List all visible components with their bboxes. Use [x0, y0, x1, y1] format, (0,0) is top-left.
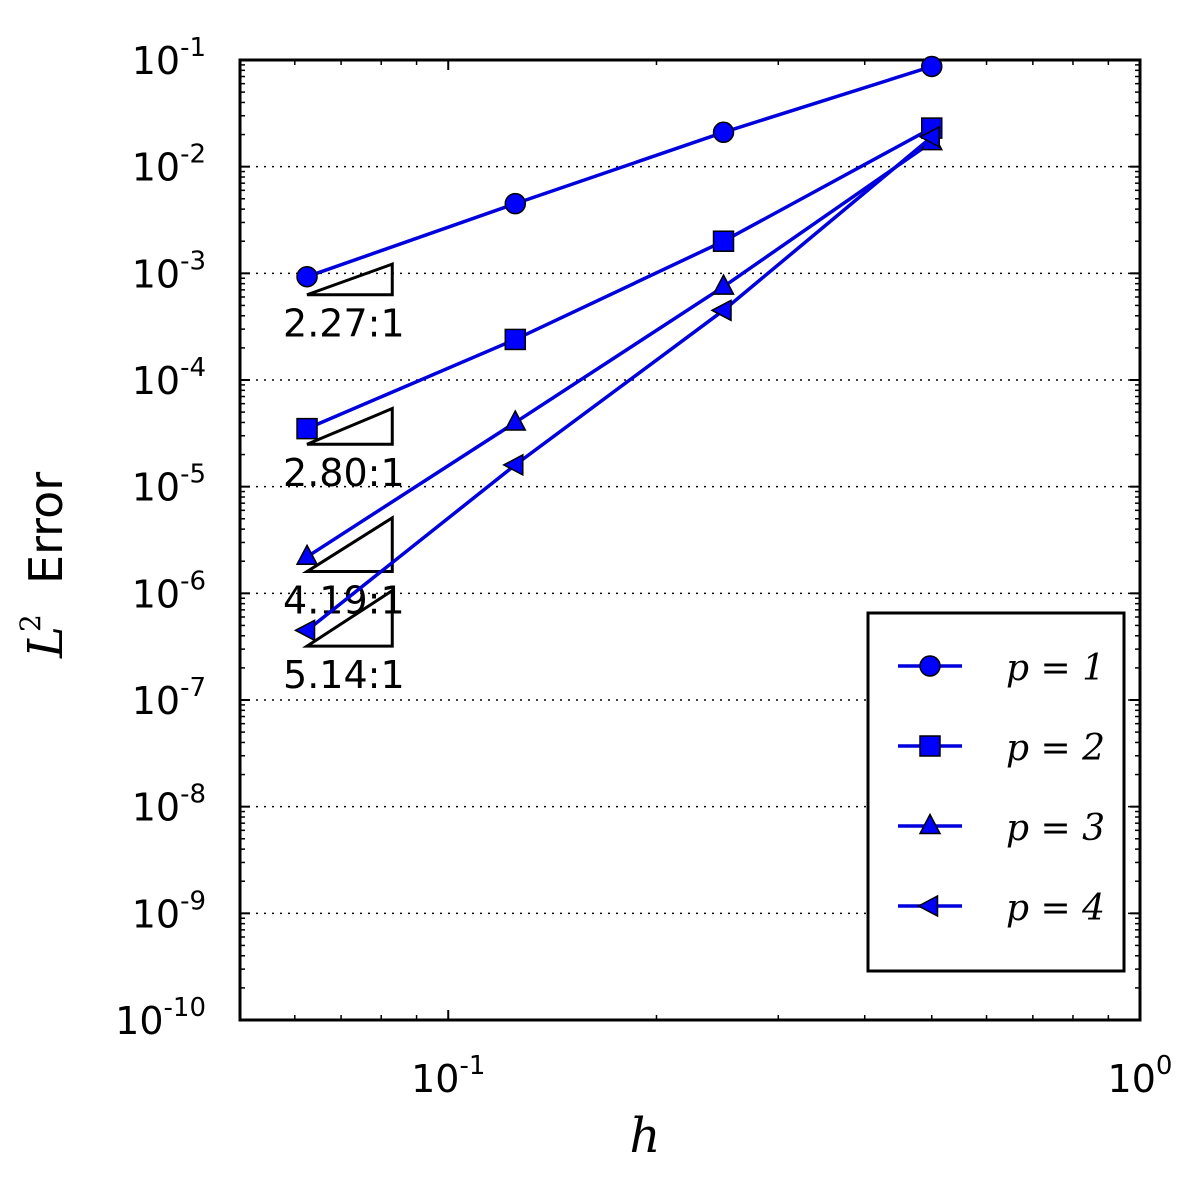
series-line	[306, 140, 933, 559]
slope-triangle	[306, 406, 394, 446]
data-point	[296, 417, 318, 440]
legend-entry-4: p = 4	[898, 888, 1105, 929]
x-tick-label: 10-1	[411, 1051, 485, 1101]
slope-label: 2.27:1	[283, 302, 405, 346]
legend-label: p = 1	[1006, 648, 1105, 689]
y-tick-label-exponent: -7	[180, 673, 206, 703]
y-tick-label-base: 10	[132, 359, 180, 403]
x-tick-label-exponent: 0	[1156, 1051, 1173, 1081]
slope-triangle	[301, 515, 394, 574]
y-tick-label-exponent: -1	[180, 33, 206, 63]
series-line	[306, 126, 933, 431]
y-tick-label-exponent: -8	[180, 780, 206, 810]
y-tick-label-exponent: -9	[180, 886, 206, 916]
y-tick-label-base: 10	[132, 146, 180, 190]
series-1	[296, 55, 943, 288]
y-tick-label: 10-1	[132, 33, 206, 83]
plot-frame	[238, 58, 1142, 1022]
legend-label: p = 4	[1006, 888, 1105, 929]
x-tick-label-base: 10	[411, 1057, 459, 1101]
triangle-up-marker	[918, 812, 942, 835]
y-tick-label-base: 10	[115, 999, 163, 1043]
y-tick-label: 10-9	[132, 886, 206, 936]
legend-box	[866, 611, 1126, 973]
y-tick-label-exponent: -5	[180, 460, 206, 490]
series-3	[295, 128, 944, 566]
legend-label: p = 3	[1006, 808, 1105, 849]
square-marker	[919, 735, 941, 757]
slope-label: 2.80:1	[283, 451, 405, 495]
data-series	[293, 55, 944, 642]
data-point	[710, 299, 732, 322]
x-tick-label-base: 10	[1108, 1057, 1156, 1101]
legend-entry-1: p = 1	[898, 648, 1105, 689]
y-tick-label: 10-3	[132, 246, 206, 296]
y-tick-label-base: 10	[132, 892, 180, 936]
slope-triangles: 2.27:12.80:14.19:15.14:1	[283, 261, 405, 697]
y-axis-label-text: Error	[19, 472, 73, 584]
legend: p = 1 p = 2 p = 3 p = 4	[866, 611, 1126, 973]
y-axis-label-superscript: 2	[14, 614, 47, 632]
data-point	[296, 265, 318, 288]
data-point	[293, 619, 316, 642]
y-tick-label-exponent: -3	[180, 246, 206, 276]
data-point	[504, 192, 527, 215]
y-tick-label-exponent: -10	[164, 993, 206, 1023]
y-tick-label-base: 10	[132, 39, 180, 83]
y-tick-label-exponent: -2	[180, 140, 206, 170]
series-line	[305, 135, 933, 632]
slope-triangle	[306, 261, 394, 297]
y-tick-label: 10-10	[115, 993, 206, 1043]
y-tick-label: 10-8	[132, 780, 206, 830]
data-point	[504, 328, 527, 351]
y-axis-label-symbol: L	[18, 626, 74, 659]
data-point	[712, 121, 735, 144]
y-tick-label: 10-6	[132, 566, 206, 616]
axes	[238, 58, 1142, 1022]
y-tick-label-base: 10	[132, 252, 180, 296]
series-4	[293, 125, 941, 642]
circle-marker	[919, 655, 941, 677]
y-tick-label-base: 10	[132, 572, 180, 616]
legend-entry-2: p = 2	[898, 728, 1105, 769]
legend-entry-3: p = 3	[898, 808, 1105, 849]
y-tick-label: 10-2	[132, 140, 206, 190]
y-tick-label: 10-5	[132, 460, 206, 510]
triangle-left-marker	[916, 894, 939, 918]
tick-labels: 10-110-210-310-410-510-610-710-810-910-1…	[115, 33, 1172, 1101]
data-point	[712, 230, 735, 252]
y-axis-label: L 2 Error	[14, 472, 74, 659]
x-axis-label: h	[630, 1108, 661, 1164]
legend-label: p = 2	[1006, 728, 1105, 769]
data-point	[712, 273, 735, 295]
slope-triangle	[301, 587, 394, 648]
data-point	[918, 125, 941, 149]
y-tick-label-base: 10	[132, 679, 180, 723]
y-tick-label-exponent: -6	[180, 566, 206, 596]
y-tick-label-base: 10	[132, 786, 180, 830]
grid-lines	[240, 165, 1140, 915]
y-tick-label: 10-4	[132, 353, 206, 403]
slope-label: 5.14:1	[283, 653, 405, 697]
data-point	[921, 55, 943, 78]
y-tick-label: 10-7	[132, 673, 206, 723]
data-point	[295, 543, 319, 566]
x-tick-label-exponent: -1	[459, 1051, 485, 1081]
x-tick-label: 100	[1108, 1051, 1173, 1101]
series-line	[306, 64, 933, 279]
series-2	[296, 117, 943, 440]
y-tick-label-base: 10	[132, 466, 180, 510]
data-point	[502, 453, 524, 477]
y-tick-label-exponent: -4	[180, 353, 206, 383]
data-point	[504, 409, 527, 431]
